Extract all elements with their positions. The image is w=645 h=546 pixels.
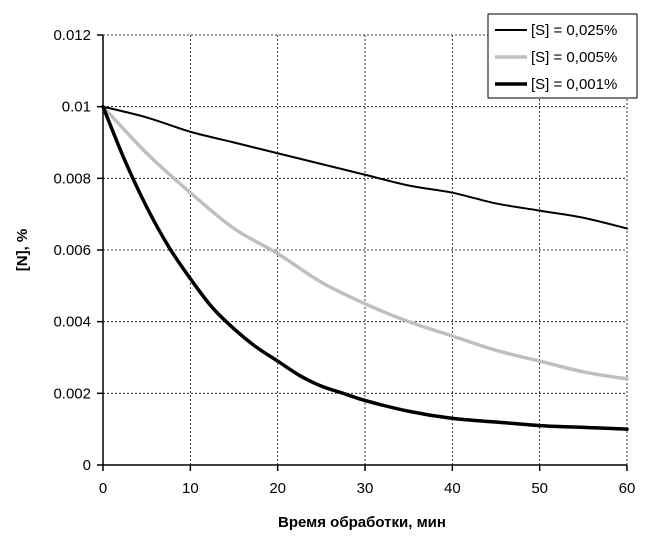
- y-tick-label: 0.008: [53, 170, 91, 187]
- x-tick-label: 10: [182, 480, 199, 497]
- series-line-2: [101, 104, 629, 431]
- y-tick-label: 0.012: [53, 27, 91, 44]
- x-tick-label: 20: [269, 480, 286, 497]
- y-tick-label: 0.006: [53, 242, 91, 259]
- x-tick-label: 40: [444, 480, 461, 497]
- x-ticks: 0 10 20 30 40 50 60: [99, 465, 636, 497]
- series-layer: [101, 104, 629, 431]
- x-tick-label: 30: [357, 480, 374, 497]
- legend-label-2: [S] = 0,001%: [531, 76, 617, 93]
- x-tick-label: 0: [99, 480, 107, 497]
- y-ticks: 0 0.002 0.004 0.006 0.008 0.01 0.012: [53, 27, 103, 474]
- x-tick-label: 60: [619, 480, 636, 497]
- legend-label-1: [S] = 0,005%: [531, 49, 617, 66]
- legend-label-0: [S] = 0,025%: [531, 22, 617, 39]
- series-line-1: [101, 104, 629, 381]
- x-axis-title: Время обработки, мин: [278, 514, 446, 531]
- series-line-0: [102, 105, 628, 230]
- y-tick-label: 0.004: [53, 314, 91, 331]
- y-tick-label: 0.002: [53, 385, 91, 402]
- y-tick-label: 0.01: [62, 99, 91, 116]
- x-tick-label: 50: [531, 480, 548, 497]
- legend: [S] = 0,025% [S] = 0,005% [S] = 0,001%: [487, 13, 638, 99]
- y-tick-label: 0: [83, 457, 91, 474]
- y-axis-title: [N], %: [14, 229, 31, 272]
